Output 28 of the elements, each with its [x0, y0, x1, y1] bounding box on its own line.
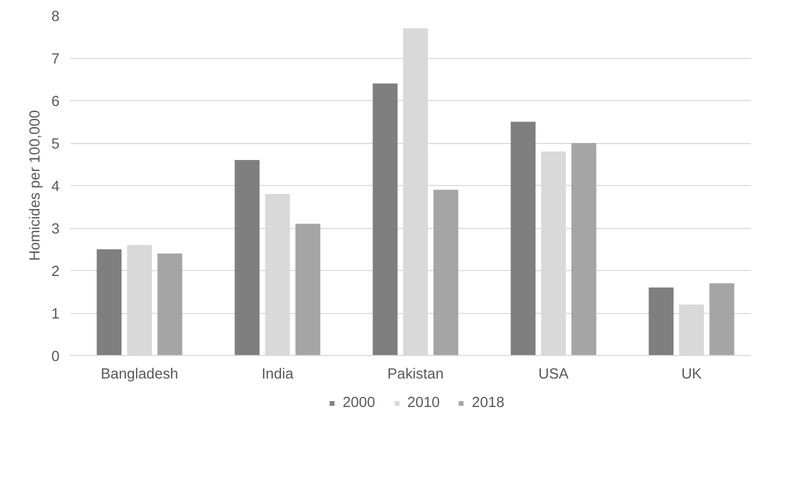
- y-tick-label: 0: [51, 349, 60, 365]
- y-axis-title: Homicides per 100,000: [27, 110, 44, 261]
- y-tick-label: 4: [51, 179, 60, 195]
- bar: [709, 283, 734, 356]
- y-tick-label: 6: [51, 94, 60, 110]
- y-tick-label: 3: [51, 222, 60, 238]
- legend-label: 2010: [407, 394, 440, 410]
- bar: [96, 249, 122, 356]
- bar: [372, 84, 398, 356]
- legend-label: 2000: [342, 394, 376, 410]
- bar: [571, 143, 596, 356]
- legend-label: 2018: [472, 394, 504, 410]
- bar: [295, 224, 320, 356]
- y-tick-label: 7: [51, 52, 60, 68]
- x-tick-label: Pakistan: [387, 366, 444, 382]
- x-tick-label: Bangladesh: [100, 366, 178, 382]
- bar: [510, 122, 536, 356]
- x-tick-label: India: [262, 366, 294, 382]
- bar: [433, 190, 458, 356]
- y-tick-label: 1: [51, 306, 60, 322]
- x-tick-label: USA: [538, 366, 569, 382]
- y-tick-label: 5: [51, 136, 60, 152]
- bar: [648, 288, 674, 356]
- y-tick-label: 2: [51, 264, 60, 280]
- bar: [234, 160, 260, 356]
- bar: [157, 254, 182, 356]
- y-tick-label: 8: [51, 9, 60, 25]
- x-tick-label: UK: [681, 366, 702, 382]
